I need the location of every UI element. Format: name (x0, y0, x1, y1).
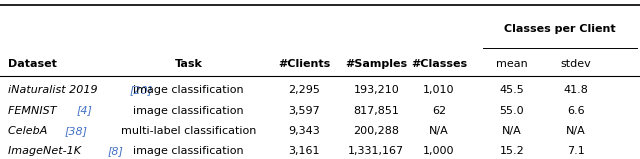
Text: ImageNet-1K: ImageNet-1K (8, 146, 84, 156)
Text: 41.8: 41.8 (564, 85, 588, 95)
Text: 1,010: 1,010 (423, 85, 455, 95)
Text: 15.2: 15.2 (500, 146, 524, 156)
Text: #Classes: #Classes (411, 59, 467, 69)
Text: [8]: [8] (108, 146, 124, 156)
Text: 55.0: 55.0 (500, 106, 524, 115)
Text: 3,597: 3,597 (288, 106, 320, 115)
Text: 200,288: 200,288 (353, 126, 399, 136)
Text: mean: mean (496, 59, 528, 69)
Text: iNaturalist 2019: iNaturalist 2019 (8, 85, 101, 95)
Text: #Clients: #Clients (278, 59, 330, 69)
Text: #Samples: #Samples (345, 59, 408, 69)
Text: 2,295: 2,295 (288, 85, 320, 95)
Text: 45.5: 45.5 (500, 85, 524, 95)
Text: Classes per Client: Classes per Client (504, 24, 616, 34)
Text: [38]: [38] (64, 126, 87, 136)
Text: CelebA: CelebA (8, 126, 51, 136)
Text: Task: Task (175, 59, 203, 69)
Text: 62: 62 (432, 106, 446, 115)
Text: N/A: N/A (566, 126, 586, 136)
Text: 7.1: 7.1 (567, 146, 585, 156)
Text: FEMNIST: FEMNIST (8, 106, 60, 115)
Text: stdev: stdev (561, 59, 591, 69)
Text: multi-label classification: multi-label classification (121, 126, 257, 136)
Text: 1,331,167: 1,331,167 (348, 146, 404, 156)
Text: image classification: image classification (134, 85, 244, 95)
Text: 6.6: 6.6 (567, 106, 585, 115)
Text: [4]: [4] (76, 106, 92, 115)
Text: 9,343: 9,343 (288, 126, 320, 136)
Text: image classification: image classification (134, 146, 244, 156)
Text: 3,161: 3,161 (288, 146, 320, 156)
Text: Dataset: Dataset (8, 59, 56, 69)
Text: 193,210: 193,210 (353, 85, 399, 95)
Text: N/A: N/A (502, 126, 522, 136)
Text: image classification: image classification (134, 106, 244, 115)
Text: 1,000: 1,000 (423, 146, 455, 156)
Text: N/A: N/A (429, 126, 449, 136)
Text: [20]: [20] (129, 85, 152, 95)
Text: 817,851: 817,851 (353, 106, 399, 115)
